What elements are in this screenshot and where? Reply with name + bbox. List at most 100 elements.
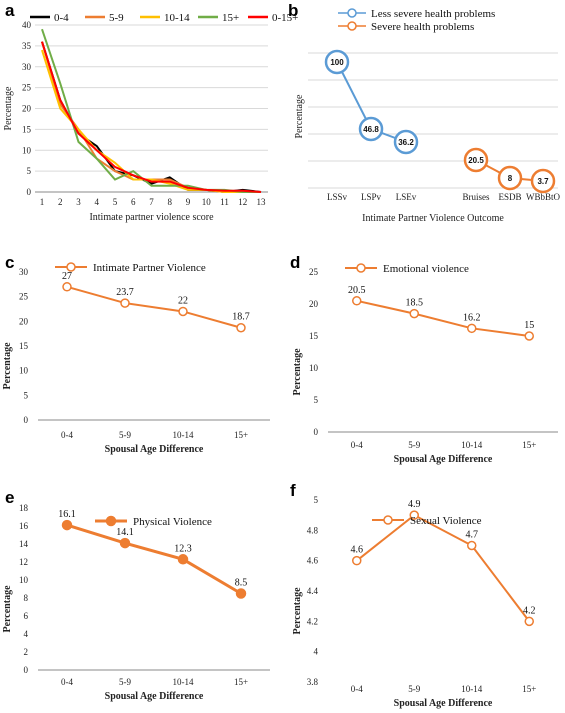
series-line bbox=[356, 299, 530, 337]
x-tick-label: LSSv bbox=[327, 192, 348, 202]
data-point bbox=[497, 165, 523, 191]
data-point bbox=[61, 519, 73, 531]
series-line-0-15+ bbox=[41, 41, 262, 193]
data-label: 46.8 bbox=[363, 125, 379, 134]
y-tick-label: 12 bbox=[19, 557, 28, 567]
panel-letter-c: c bbox=[5, 253, 14, 272]
x-tick-label: 10-14 bbox=[461, 440, 482, 450]
chart-panel-e: e 0 2 4 6 8 10 12 14 16 18 0-4 5-9 10-14 15+ Spousal Ag… bbox=[2, 488, 270, 702]
y-tick-label: 14 bbox=[19, 539, 29, 549]
y-tick-label: 25 bbox=[309, 267, 319, 277]
x-tick-label: 15+ bbox=[234, 430, 248, 440]
data-label: 20.5 bbox=[348, 285, 366, 296]
x-tick-label: 5-9 bbox=[119, 677, 131, 687]
x-tick-label: 1 bbox=[40, 197, 45, 207]
data-label: 14.1 bbox=[116, 527, 134, 538]
data-point bbox=[235, 588, 247, 599]
x-tick-label: 15+ bbox=[234, 677, 248, 687]
y-tick-label: 10 bbox=[19, 575, 29, 585]
y-tick-label: 0 bbox=[24, 415, 29, 425]
x-tick-label: LSPv bbox=[361, 192, 382, 202]
x-axis-title: Spousal Age Difference bbox=[105, 444, 204, 455]
panel-letter-b: b bbox=[288, 1, 298, 20]
data-point bbox=[352, 555, 362, 566]
legend-label: 0-15+ bbox=[272, 12, 298, 24]
data-label: 36.2 bbox=[398, 138, 414, 147]
data-point bbox=[120, 298, 130, 308]
data-point bbox=[119, 537, 131, 549]
x-tick-label: 5-9 bbox=[408, 684, 420, 694]
y-axis-title: Percentage bbox=[2, 342, 13, 390]
data-point bbox=[358, 116, 384, 142]
legend-label: Less severe health problems bbox=[371, 8, 495, 20]
legend-label: 10-14 bbox=[164, 12, 190, 24]
y-tick-label: 5 bbox=[314, 395, 319, 405]
data-label: 16.1 bbox=[58, 509, 76, 520]
y-axis-title: Percentage bbox=[294, 94, 305, 138]
x-tick-label: 5-9 bbox=[408, 440, 420, 450]
data-point bbox=[177, 554, 189, 565]
data-point bbox=[178, 306, 188, 317]
data-label: 4.7 bbox=[466, 530, 479, 541]
x-tick-label: 15+ bbox=[522, 440, 536, 450]
data-point bbox=[530, 168, 556, 194]
data-label: 3.7 bbox=[537, 177, 549, 186]
x-axis-title: Spousal Age Difference bbox=[394, 698, 493, 709]
x-tick-label: 4 bbox=[95, 197, 100, 207]
data-label: 27 bbox=[62, 271, 72, 282]
data-label: 22 bbox=[178, 295, 188, 306]
data-label: 8.5 bbox=[235, 578, 248, 589]
legend-label: Physical Violence bbox=[133, 516, 212, 528]
y-tick-label: 10 bbox=[22, 145, 32, 155]
panel-letter-e: e bbox=[5, 488, 14, 507]
x-tick-label: 6 bbox=[131, 197, 136, 207]
x-tick-label: ESDB bbox=[498, 192, 521, 202]
y-tick-label: 20 bbox=[19, 316, 29, 326]
data-point bbox=[393, 129, 419, 155]
y-tick-label: 25 bbox=[19, 292, 29, 302]
series-line-0-4 bbox=[41, 41, 262, 194]
y-tick-label: 5 bbox=[27, 166, 32, 176]
y-tick-label: 6 bbox=[24, 611, 29, 621]
y-tick-label: 25 bbox=[22, 83, 32, 93]
x-tick-label: 12 bbox=[238, 197, 247, 207]
x-tick-label: 0-4 bbox=[351, 684, 363, 694]
x-tick-label: 10-14 bbox=[461, 684, 482, 694]
x-tick-label: 3 bbox=[76, 197, 81, 207]
y-tick-label: 35 bbox=[22, 41, 32, 51]
panel-letter-a: a bbox=[5, 1, 15, 20]
y-tick-label: 4.8 bbox=[307, 525, 319, 535]
y-tick-label: 20 bbox=[309, 299, 319, 309]
data-label: 4.9 bbox=[408, 499, 421, 510]
x-tick-label: 10-14 bbox=[173, 677, 194, 687]
y-tick-label: 15 bbox=[309, 331, 319, 341]
chart-panel-f: f 3.8 4 4.2 4.4 4.6 4.8 5 0-4 5-9 10-14 15+ Spousal … bbox=[290, 481, 536, 709]
x-tick-label: 5 bbox=[113, 197, 118, 207]
data-point bbox=[467, 323, 477, 334]
data-point bbox=[324, 49, 350, 75]
data-label: 18.5 bbox=[406, 298, 424, 309]
data-point bbox=[524, 616, 534, 627]
chart-panel-b: b Percentage Intimate Partner Violence Out… bbox=[288, 1, 560, 224]
x-tick-label: 13 bbox=[257, 197, 267, 207]
y-tick-label: 0 bbox=[24, 665, 29, 675]
data-point bbox=[463, 147, 489, 173]
data-label: 100 bbox=[330, 58, 344, 67]
x-tick-label: 5-9 bbox=[119, 430, 131, 440]
y-tick-label: 30 bbox=[19, 267, 29, 277]
y-tick-label: 8 bbox=[24, 593, 29, 603]
x-tick-label: WBbBtO bbox=[526, 192, 561, 202]
legend-label: Intimate Partner Violence bbox=[93, 262, 206, 274]
y-axis-title: Percentage bbox=[3, 86, 14, 130]
y-tick-label: 4.6 bbox=[307, 556, 319, 566]
y-axis-title: Percentage bbox=[292, 587, 303, 635]
y-tick-label: 4 bbox=[314, 647, 319, 657]
y-tick-label: 4.4 bbox=[307, 586, 319, 596]
y-tick-label: 15 bbox=[22, 124, 32, 134]
x-axis-title: Intimate Partner Violence Outcome bbox=[362, 213, 504, 224]
data-point bbox=[352, 296, 362, 306]
data-label: 23.7 bbox=[116, 287, 134, 298]
x-tick-label: 0-4 bbox=[61, 677, 73, 687]
series-line bbox=[356, 513, 531, 622]
